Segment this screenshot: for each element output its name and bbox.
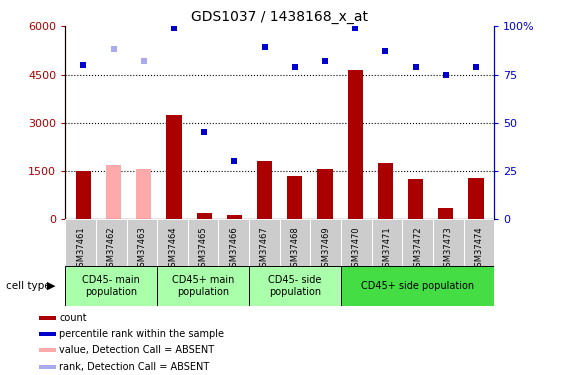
Bar	[378, 163, 393, 219]
Text: CD45+ side population: CD45+ side population	[361, 281, 474, 291]
Bar	[227, 214, 242, 219]
Text: GSM37471: GSM37471	[382, 226, 391, 272]
Text: value, Detection Call = ABSENT: value, Detection Call = ABSENT	[59, 345, 214, 355]
Bar	[39, 316, 56, 320]
Bar	[371, 219, 402, 266]
Bar	[287, 176, 302, 219]
Bar	[438, 208, 453, 219]
Bar	[280, 219, 310, 266]
Text: CD45+ main
population: CD45+ main population	[172, 275, 235, 297]
Text: ▶: ▶	[47, 281, 55, 291]
Bar	[106, 165, 121, 219]
Text: cell type: cell type	[6, 281, 51, 291]
Text: GSM37474: GSM37474	[474, 226, 483, 272]
Bar	[318, 170, 333, 219]
Bar	[166, 115, 182, 219]
Bar	[65, 219, 96, 266]
Bar	[310, 219, 341, 266]
Bar	[257, 161, 272, 219]
Bar	[136, 170, 152, 219]
Bar	[188, 219, 219, 266]
Bar	[469, 177, 483, 219]
Text: GSM37465: GSM37465	[199, 226, 208, 272]
Bar	[39, 348, 56, 352]
Bar	[249, 219, 280, 266]
Bar	[65, 266, 157, 306]
Bar	[219, 219, 249, 266]
Text: GSM37469: GSM37469	[321, 226, 330, 272]
Bar	[463, 219, 494, 266]
Text: GSM37462: GSM37462	[107, 226, 116, 272]
Bar	[39, 365, 56, 369]
Text: GSM37464: GSM37464	[168, 226, 177, 272]
Text: GSM37466: GSM37466	[229, 226, 239, 272]
Text: GSM37468: GSM37468	[291, 226, 299, 272]
Bar	[402, 219, 433, 266]
Text: count: count	[59, 313, 87, 322]
Bar	[348, 70, 363, 219]
Text: GSM37463: GSM37463	[137, 226, 147, 272]
Text: GSM37473: GSM37473	[444, 226, 453, 272]
Text: CD45- side
population: CD45- side population	[268, 275, 321, 297]
Title: GDS1037 / 1438168_x_at: GDS1037 / 1438168_x_at	[191, 10, 368, 24]
Bar	[39, 332, 56, 336]
Bar	[157, 219, 188, 266]
Bar	[341, 266, 494, 306]
Bar	[127, 219, 157, 266]
Text: GSM37461: GSM37461	[76, 226, 85, 272]
Bar	[408, 179, 423, 219]
Bar	[341, 219, 371, 266]
Bar	[157, 266, 249, 306]
Text: rank, Detection Call = ABSENT: rank, Detection Call = ABSENT	[59, 362, 210, 372]
Bar	[249, 266, 341, 306]
Text: GSM37472: GSM37472	[413, 226, 422, 272]
Bar	[197, 213, 212, 219]
Bar	[433, 219, 463, 266]
Text: percentile rank within the sample: percentile rank within the sample	[59, 329, 224, 339]
Bar	[96, 219, 127, 266]
Bar	[76, 171, 91, 219]
Text: GSM37467: GSM37467	[260, 226, 269, 272]
Text: CD45- main
population: CD45- main population	[82, 275, 140, 297]
Text: GSM37470: GSM37470	[352, 226, 361, 272]
